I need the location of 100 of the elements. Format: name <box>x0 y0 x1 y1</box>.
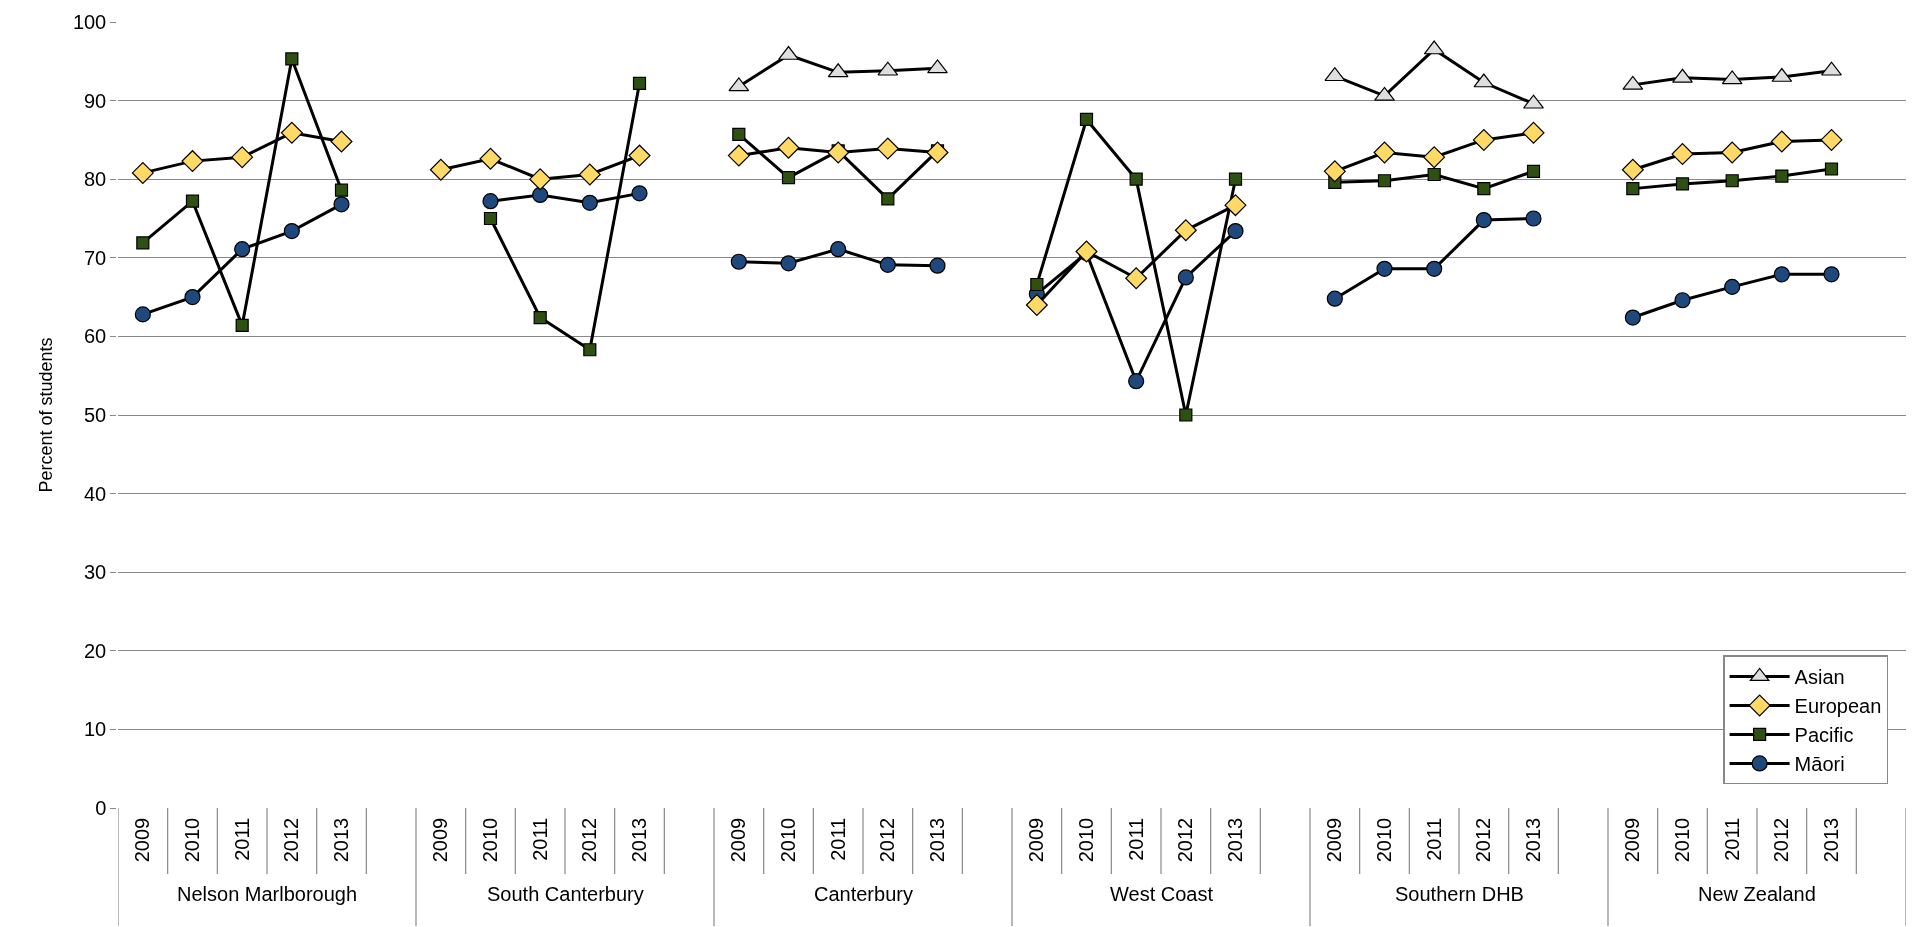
x-tick-label: 2011 <box>1124 817 1147 861</box>
point <box>1174 219 1197 242</box>
point <box>1770 130 1793 153</box>
x-tick-label: 2010 <box>777 817 799 863</box>
x-tick-label: 2013 <box>1820 817 1842 863</box>
point <box>1025 293 1048 316</box>
x-tick-label: 2011 <box>230 817 253 861</box>
y-tick-label: 40 <box>84 482 107 505</box>
point <box>1374 86 1395 101</box>
point <box>234 241 251 258</box>
y-tick-label: 0 <box>95 797 107 819</box>
point <box>330 130 353 153</box>
point <box>830 241 847 258</box>
y-tick-label: 60 <box>84 325 107 348</box>
point <box>628 144 651 167</box>
y-tick-label: 30 <box>84 561 107 584</box>
point <box>879 256 896 273</box>
x-tick-label: 2013 <box>628 817 650 863</box>
point <box>533 310 547 325</box>
point <box>1624 309 1641 326</box>
point <box>1724 278 1741 295</box>
point <box>1376 260 1393 277</box>
point <box>1323 160 1346 183</box>
point <box>231 146 254 169</box>
x-tick-label: 2013 <box>1522 817 1544 863</box>
text: South Canterbury <box>487 883 644 905</box>
point <box>479 147 502 170</box>
text: West Coast <box>1110 883 1214 905</box>
point <box>1227 222 1244 240</box>
point <box>1820 128 1843 151</box>
point <box>1671 143 1694 166</box>
point <box>1128 373 1145 390</box>
x-tick-label: 2010 <box>1373 817 1395 863</box>
x-tick-label: 2012 <box>1770 817 1793 863</box>
point <box>1475 211 1492 229</box>
point <box>1426 260 1443 277</box>
point <box>483 211 498 226</box>
point <box>927 59 948 74</box>
point <box>581 194 598 211</box>
point <box>285 52 299 66</box>
point <box>1821 61 1842 76</box>
point <box>333 196 350 213</box>
point <box>185 194 200 208</box>
point <box>1621 158 1644 181</box>
point <box>876 137 899 160</box>
point <box>1079 112 1094 127</box>
point <box>1526 164 1541 178</box>
point <box>1477 182 1491 196</box>
point <box>283 222 300 240</box>
point <box>778 45 799 60</box>
x-tick-label: 2012 <box>280 817 303 863</box>
point <box>1672 68 1693 83</box>
x-tick-label: 2011 <box>1720 817 1743 861</box>
point <box>1373 141 1396 164</box>
point <box>280 121 303 144</box>
y-tick-label: 70 <box>84 246 107 269</box>
point <box>780 255 797 272</box>
x-tick-label: 2009 <box>1025 817 1048 863</box>
point <box>1626 182 1640 196</box>
point <box>136 236 150 250</box>
point <box>881 192 895 206</box>
x-tick-label: 2009 <box>131 817 154 863</box>
point <box>777 136 800 159</box>
y-tick-label: 90 <box>84 89 107 112</box>
x-tick-label: 2009 <box>727 817 750 863</box>
point <box>334 183 349 197</box>
point <box>730 253 747 270</box>
point <box>1423 146 1446 169</box>
legend-label: European <box>1794 695 1882 718</box>
point <box>631 185 648 202</box>
point <box>1523 94 1544 109</box>
point <box>1075 240 1098 263</box>
y-tick-label: 80 <box>84 168 107 191</box>
point <box>1721 141 1744 164</box>
point <box>1824 162 1839 176</box>
point <box>1675 177 1690 191</box>
point <box>632 76 647 90</box>
y-tick-label: 10 <box>84 718 107 741</box>
point <box>181 150 204 173</box>
y-tick-label: 20 <box>84 639 107 662</box>
point <box>1129 172 1143 186</box>
point <box>1030 277 1044 292</box>
x-tick-label: 2012 <box>876 817 899 863</box>
point <box>1427 167 1441 182</box>
point <box>529 168 552 191</box>
point <box>131 161 154 184</box>
x-tick-label: 2010 <box>1075 817 1097 863</box>
point <box>1224 194 1247 217</box>
x-tick-label: 2011 <box>1422 817 1445 861</box>
point <box>781 171 796 185</box>
y-tick-label: 100 <box>72 11 107 33</box>
point <box>1228 172 1243 186</box>
point <box>1179 408 1193 422</box>
point <box>184 289 201 306</box>
point <box>235 318 249 332</box>
point <box>827 141 850 164</box>
x-tick-label: 2010 <box>181 817 203 863</box>
point <box>926 141 949 164</box>
point <box>482 193 499 210</box>
x-tick-label: 2013 <box>330 817 352 863</box>
